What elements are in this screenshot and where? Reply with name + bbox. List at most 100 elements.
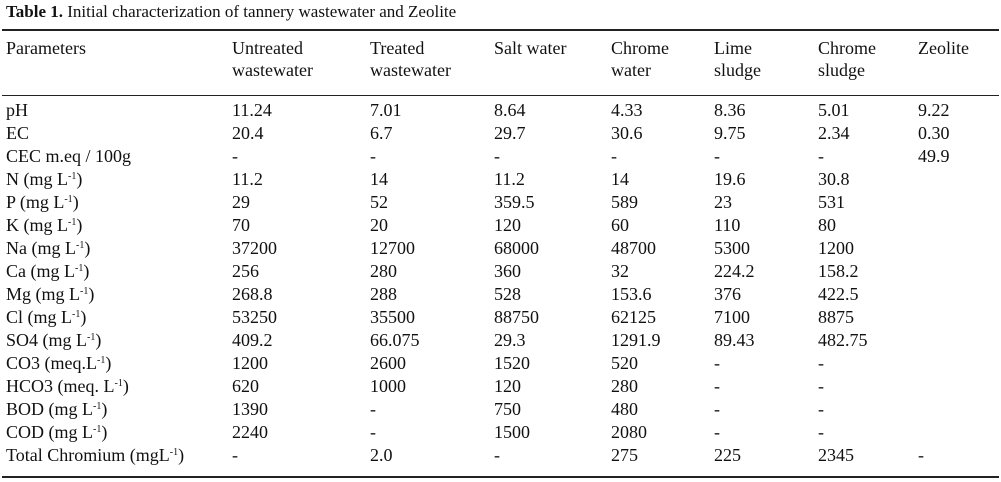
value-cell: - [714,376,720,396]
value-cell: 6.7 [370,123,393,143]
table-bottom-rule [2,476,999,478]
value-cell: 20.4 [232,123,264,143]
value-cell: - [818,399,824,419]
table-row: pH 11.24 7.01 8.64 4.33 8.36 5.01 9.22 [0,99,1001,122]
value-cell: 256 [232,261,259,281]
value-cell: 0.30 [918,123,950,143]
table-row: N (mg L-1) 11.2 14 11.2 14 19.6 30.8 [0,168,1001,191]
value-cell: 70 [232,215,250,235]
value-cell: 1000 [370,376,406,396]
value-cell: 2.0 [370,445,393,465]
table-row: SO4 (mg L-1) 409.2 66.075 29.3 1291.9 89.43 48… [0,329,1001,352]
value-cell: 589 [611,192,638,212]
value-cell: 409.2 [232,330,273,350]
column-header-chrome-water: Chrome water [611,38,669,80]
value-cell: - [714,399,720,419]
value-cell: 7.01 [370,100,402,120]
value-cell: 120 [494,376,521,396]
value-cell: - [370,399,376,419]
value-cell: 14 [370,169,388,189]
table-row: Na (mg L-1) 37200 12700 68000 48700 5300 1200 [0,237,1001,260]
value-cell: 1200 [232,353,268,373]
column-header-chrome-sludge: Chrome sludge [818,38,876,80]
value-cell: - [918,445,924,465]
value-cell: 1500 [494,422,530,442]
value-cell: 5.01 [818,100,850,120]
value-cell: 225 [714,445,741,465]
value-cell: 2080 [611,422,647,442]
table-caption: Table 1. Initial characterization of tan… [6,2,456,22]
parameter-cell: COD (mg L-1) [6,422,108,442]
value-cell: 8.36 [714,100,746,120]
value-cell: 11.2 [494,169,525,189]
table-caption-label: Table 1. [6,2,64,21]
column-header-salt-water: Salt water [494,38,567,58]
value-cell: 2240 [232,422,268,442]
value-cell: 2600 [370,353,406,373]
column-header-treated-wastewater: Treated wastewater [370,38,451,80]
value-cell: 620 [232,376,259,396]
value-cell: - [818,353,824,373]
value-cell: 153.6 [611,284,652,304]
value-cell: 48700 [611,238,656,258]
column-header-untreated-wastewater: Untreated wastewater [232,38,313,80]
value-cell: 29.3 [494,330,526,350]
value-cell: 53250 [232,307,277,327]
value-cell: - [611,146,617,166]
value-cell: - [818,422,824,442]
value-cell: 8875 [818,307,854,327]
table-row: BOD (mg L-1) 1390 - 750 480 - - [0,398,1001,421]
table-row: EC 20.4 6.7 29.7 30.6 9.75 2.34 0.30 [0,122,1001,145]
value-cell: 280 [611,376,638,396]
parameter-cell: BOD (mg L-1) [6,399,108,419]
value-cell: 480 [611,399,638,419]
value-cell: - [818,376,824,396]
value-cell: 68000 [494,238,539,258]
value-cell: 12700 [370,238,415,258]
value-cell: 528 [494,284,521,304]
value-cell: 89.43 [714,330,755,350]
parameter-cell: CEC m.eq / 100g [6,146,131,166]
value-cell: 531 [818,192,845,212]
parameter-cell: CO3 (meq.L-1) [6,353,112,373]
column-header-zeolite: Zeolite [918,38,969,58]
value-cell: - [232,146,238,166]
value-cell: 360 [494,261,521,281]
table-row: P (mg L-1) 29 52 359.5 589 23 531 [0,191,1001,214]
value-cell: 482.75 [818,330,868,350]
value-cell: - [714,146,720,166]
value-cell: 30.6 [611,123,643,143]
parameter-cell: N (mg L-1) [6,169,83,189]
parameter-cell: SO4 (mg L-1) [6,330,102,350]
table-row: CO3 (meq.L-1) 1200 2600 1520 520 - - [0,352,1001,375]
value-cell: 1291.9 [611,330,661,350]
value-cell: 158.2 [818,261,859,281]
value-cell: 359.5 [494,192,535,212]
value-cell: 224.2 [714,261,755,281]
value-cell: 80 [818,215,836,235]
value-cell: 49.9 [918,146,950,166]
parameter-cell: Total Chromium (mgL-1) [6,445,185,465]
value-cell: - [232,445,238,465]
value-cell: 11.2 [232,169,263,189]
value-cell: 19.6 [714,169,746,189]
table-top-rule [2,29,999,31]
value-cell: 29 [232,192,250,212]
value-cell: - [714,422,720,442]
parameter-cell: pH [6,100,28,120]
parameter-cell: EC [6,123,30,143]
value-cell: 1520 [494,353,530,373]
value-cell: 7100 [714,307,750,327]
value-cell: - [818,146,824,166]
value-cell: - [370,146,376,166]
value-cell: 37200 [232,238,277,258]
table-row: COD (mg L-1) 2240 - 1500 2080 - - [0,421,1001,444]
parameter-cell: Ca (mg L-1) [6,261,90,281]
column-header-lime-sludge: Lime sludge [714,38,761,80]
table-row: CEC m.eq / 100g - - - - - - 49.9 [0,145,1001,168]
parameter-cell: Na (mg L-1) [6,238,91,258]
table-row: K (mg L-1) 70 20 120 60 110 80 [0,214,1001,237]
value-cell: 280 [370,261,397,281]
value-cell: 268.8 [232,284,273,304]
value-cell: 23 [714,192,732,212]
